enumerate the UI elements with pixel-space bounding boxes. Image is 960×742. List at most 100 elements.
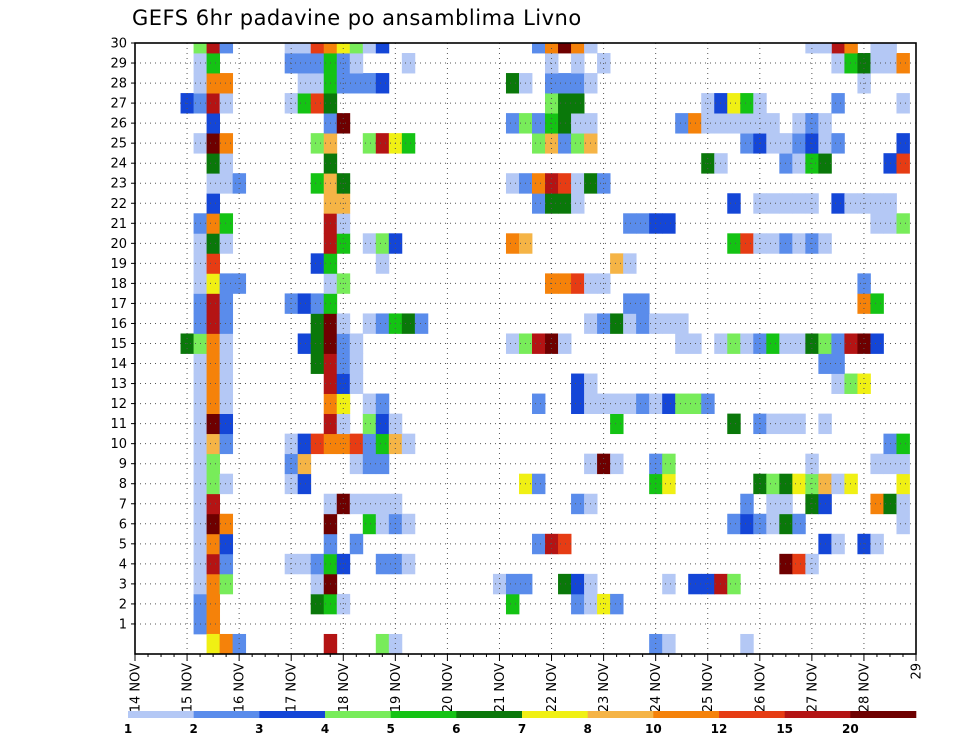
heatmap-cell [219,373,234,394]
heatmap-cell [779,493,793,515]
heatmap-cell [401,53,416,74]
heatmap-cell [779,413,793,435]
heatmap-cell [310,293,325,314]
heatmap-cell [505,593,520,615]
heatmap-cell [662,313,676,334]
heatmap-cell [636,393,650,414]
legend-swatch [522,711,588,718]
heatmap-cell [206,173,221,194]
heatmap-cell [558,113,572,134]
heatmap-cell [896,453,910,475]
heatmap-cell [662,213,676,234]
heatmap-cell [883,43,897,54]
heatmap-cell [401,313,416,334]
heatmap-cell [206,453,221,475]
legend-label: 3 [255,722,263,736]
heatmap-cell [558,173,572,194]
heatmap-cell [362,233,377,254]
y-tick-label: 19 [110,257,127,272]
heatmap-cell [571,193,585,214]
heatmap-cell [219,633,234,655]
heatmap-cell [831,353,845,374]
heatmap-cell [831,43,845,54]
heatmap-cell [375,553,390,575]
heatmap-cell [766,193,780,214]
heatmap-cell [206,113,221,134]
y-tick-label: 16 [110,317,127,332]
heatmap-cell [219,553,234,575]
heatmap-cell [297,553,312,575]
heatmap-cell [532,43,546,54]
heatmap-cell [284,553,299,575]
heatmap-cell [857,533,871,555]
heatmap-cell [610,393,624,414]
heatmap-cell [831,333,845,354]
y-tick-label: 15 [110,337,127,352]
heatmap-cell [362,493,377,515]
y-tick-label: 14 [110,357,127,372]
y-tick-label: 25 [110,137,127,152]
y-tick-label: 1 [119,617,127,632]
heatmap-cell [206,633,221,655]
heatmap-cell [349,493,364,515]
heatmap-cell [206,213,221,234]
heatmap-cell [571,43,585,54]
color-legend: 1 2 3 4 5 6 7 8 10 12 15 20 [124,711,917,736]
heatmap-cell [727,513,741,535]
heatmap-cell [375,493,390,515]
heatmap-cell [558,333,572,354]
heatmap-cell [636,313,650,334]
heatmap-cell [349,73,364,94]
x-tick-label: 22 NOV [545,663,560,712]
heatmap-cell [219,473,234,495]
heatmap-cell [219,393,234,414]
heatmap-cell [727,413,741,435]
heatmap-cell [779,473,793,495]
heatmap-cell [779,333,793,354]
heatmap-cell [545,533,559,555]
axes: 1234567891011121314151617181920212223242… [110,37,924,713]
heatmap-cell [505,113,520,134]
heatmap-cell [896,153,910,174]
heatmap-cell [206,373,221,394]
heatmap-cell [766,513,780,535]
heatmap-cell [623,293,637,314]
heatmap-cell [870,43,884,54]
heatmap-cell [362,133,377,154]
heatmap-cell [571,273,585,294]
legend-label: 20 [842,722,859,736]
heatmap-cell [375,233,390,254]
heatmap-cell [571,493,585,515]
heatmap-cell [727,113,741,134]
heatmap-cell [792,153,806,174]
heatmap-cell [206,293,221,314]
heatmap-cell [623,313,637,334]
heatmap-cell [831,473,845,495]
legend-swatch [325,711,391,718]
heatmap-cell [310,553,325,575]
heatmap-cell [349,533,364,555]
legend-swatch [719,711,785,718]
heatmap-cell [206,233,221,254]
heatmap-cell [662,393,676,414]
heatmap-cell [675,313,689,334]
heatmap-cell [792,413,806,435]
heatmap-cell [727,93,741,114]
heatmap-cell [206,153,221,174]
heatmap-cell [323,43,338,54]
y-tick-label: 17 [110,297,127,312]
heatmap-cell [870,453,884,475]
y-tick-label: 12 [110,397,127,412]
y-tick-label: 23 [110,177,127,192]
heatmap-cell [805,553,819,575]
y-tick-label: 2 [119,597,127,612]
heatmap-cell [401,513,416,535]
heatmap-cell [844,43,858,54]
heatmap-cell [297,53,312,74]
heatmap-cell [558,73,572,94]
y-tick-label: 30 [110,37,127,52]
heatmap-cell [870,333,884,354]
y-tick-label: 24 [110,157,127,172]
heatmap-cell [206,553,221,575]
heatmap-cell [219,293,234,314]
